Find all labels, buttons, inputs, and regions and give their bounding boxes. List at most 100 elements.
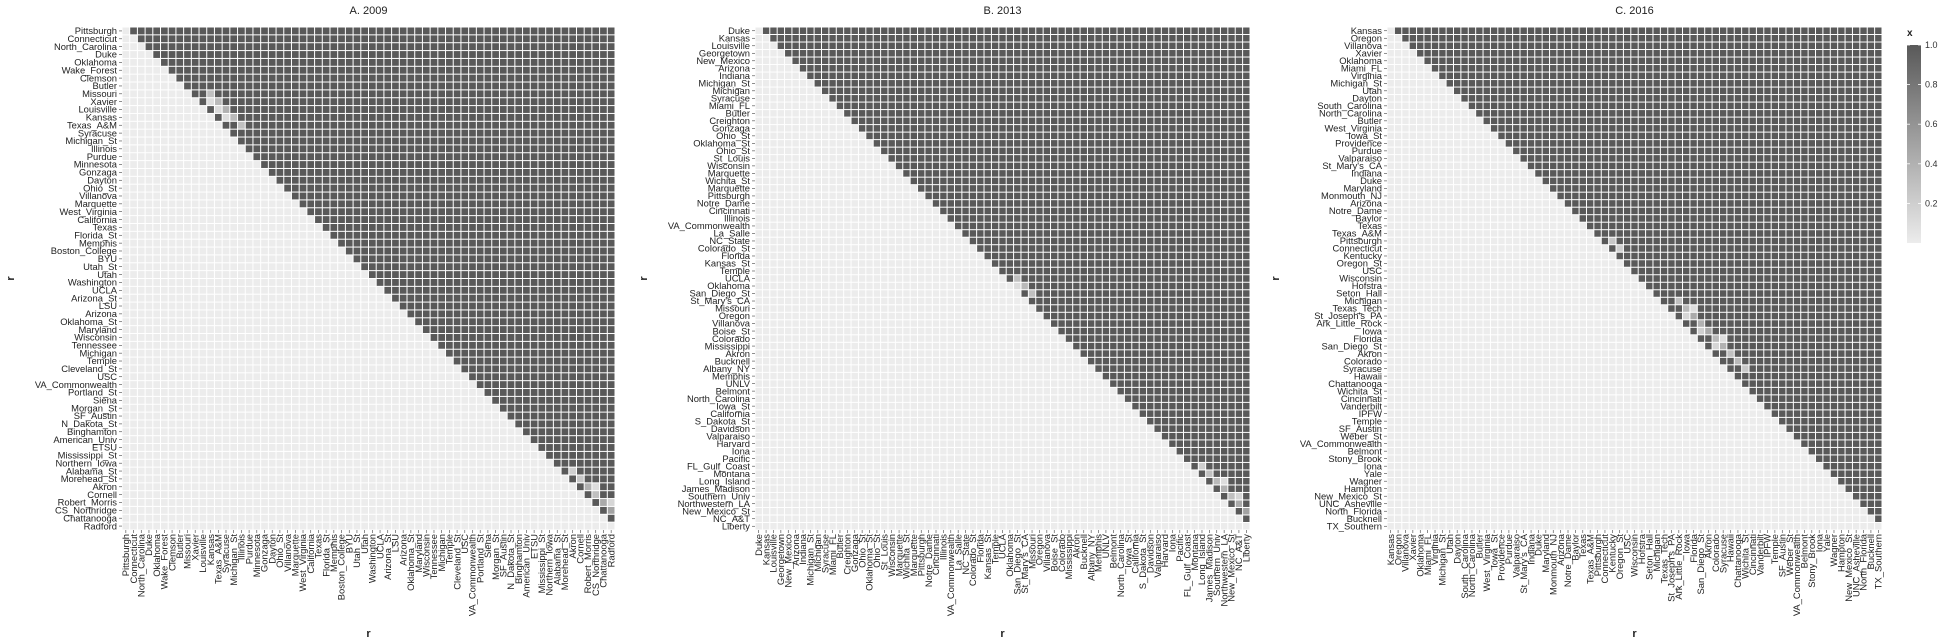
- heatmap-cell: [153, 35, 161, 43]
- heatmap-cell: [592, 381, 600, 389]
- heatmap-cell: [1191, 72, 1198, 80]
- heatmap-cell: [299, 279, 307, 286]
- heatmap-cell: [345, 66, 353, 74]
- heatmap-cell: [261, 491, 268, 499]
- heatmap-cell: [476, 412, 484, 420]
- heatmap-cell: [1117, 65, 1124, 72]
- heatmap-cell: [307, 444, 315, 451]
- heatmap-cell: [569, 239, 576, 247]
- heatmap-cell: [1073, 42, 1080, 50]
- heatmap-cell: [530, 459, 538, 467]
- heatmap-cell: [361, 522, 368, 530]
- heatmap-cell: [569, 389, 576, 396]
- heatmap-cell: [238, 514, 245, 522]
- heatmap-cell: [538, 161, 546, 168]
- heatmap-cell: [430, 396, 438, 404]
- heatmap-cell: [807, 42, 814, 50]
- heatmap-cell: [253, 255, 261, 263]
- heatmap-cell: [376, 216, 384, 223]
- heatmap-cell: [137, 514, 145, 522]
- heatmap-cell: [369, 106, 376, 113]
- heatmap-cell: [307, 294, 315, 302]
- heatmap-cell: [1036, 35, 1043, 42]
- heatmap-cell: [330, 318, 338, 326]
- heatmap-cell: [230, 176, 238, 184]
- heatmap-cell: [469, 491, 476, 499]
- heatmap-cell: [130, 192, 137, 200]
- heatmap-cell: [576, 43, 584, 51]
- heatmap-cell: [821, 95, 829, 102]
- heatmap-cell: [430, 381, 438, 389]
- heatmap-cell: [384, 192, 392, 200]
- heatmap-cell: [1139, 87, 1147, 95]
- heatmap-cell: [492, 310, 499, 318]
- heatmap-cell: [546, 467, 553, 475]
- heatmap-cell: [230, 27, 238, 35]
- heatmap-cell: [214, 90, 222, 98]
- heatmap-cell: [1014, 50, 1021, 57]
- heatmap-cell: [122, 27, 130, 35]
- heatmap-cell: [799, 80, 807, 87]
- heatmap-cell: [584, 373, 592, 381]
- heatmap-cell: [392, 153, 399, 161]
- heatmap-cell: [453, 373, 461, 381]
- heatmap-cell: [376, 396, 384, 404]
- heatmap-cell: [330, 396, 338, 404]
- heatmap-cell: [176, 412, 184, 420]
- heatmap-cell: [276, 294, 284, 302]
- heatmap-cell: [592, 475, 600, 483]
- heatmap-cell: [222, 208, 230, 216]
- heatmap-cell: [276, 113, 284, 121]
- heatmap-cell: [515, 98, 523, 106]
- heatmap-cell: [376, 286, 384, 294]
- heatmap-cell: [553, 381, 561, 389]
- heatmap-cell: [214, 381, 222, 389]
- heatmap-cell: [214, 192, 222, 200]
- heatmap-cell: [307, 82, 315, 90]
- heatmap-cell: [415, 334, 422, 341]
- heatmap-cell: [607, 145, 615, 153]
- heatmap-cell: [276, 459, 284, 467]
- heatmap-cell: [607, 341, 615, 349]
- y-tick-label: Maryland: [78, 324, 117, 335]
- heatmap-cell: [199, 153, 207, 161]
- heatmap-cell: [384, 121, 392, 129]
- heatmap-cell: [584, 231, 592, 239]
- heatmap-cell: [361, 428, 368, 436]
- heatmap-cell: [345, 349, 353, 357]
- heatmap-cell: [807, 57, 814, 65]
- heatmap-cell: [261, 247, 268, 255]
- heatmap-cell: [492, 357, 499, 365]
- heatmap-cell: [569, 200, 576, 208]
- heatmap-cell: [330, 467, 338, 475]
- heatmap-cell: [330, 444, 338, 451]
- heatmap-cell: [399, 483, 407, 491]
- heatmap-cell: [392, 98, 399, 106]
- heatmap-cell: [191, 247, 199, 255]
- heatmap-cell: [130, 514, 137, 522]
- heatmap-cell: [422, 506, 430, 514]
- heatmap-cell: [338, 341, 345, 349]
- heatmap-cell: [307, 43, 315, 51]
- heatmap-cell: [415, 483, 422, 491]
- heatmap-cell: [145, 153, 153, 161]
- heatmap-cell: [230, 373, 238, 381]
- heatmap-cell: [492, 51, 499, 58]
- heatmap-cell: [261, 522, 268, 530]
- heatmap-cell: [268, 349, 276, 357]
- heatmap-cell: [430, 192, 438, 200]
- heatmap-cell: [499, 51, 507, 58]
- heatmap-cell: [184, 506, 191, 514]
- heatmap-cell: [261, 389, 268, 396]
- heatmap-cell: [1028, 42, 1036, 50]
- heatmap-cell: [245, 286, 253, 294]
- heatmap-cell: [446, 255, 453, 263]
- heatmap-cell: [261, 459, 268, 467]
- heatmap-cell: [315, 145, 322, 153]
- heatmap-cell: [530, 121, 538, 129]
- heatmap-cell: [291, 239, 299, 247]
- heatmap-cell: [515, 365, 523, 373]
- heatmap-cell: [276, 129, 284, 137]
- heatmap-cell: [161, 428, 168, 436]
- heatmap-cell: [245, 58, 253, 66]
